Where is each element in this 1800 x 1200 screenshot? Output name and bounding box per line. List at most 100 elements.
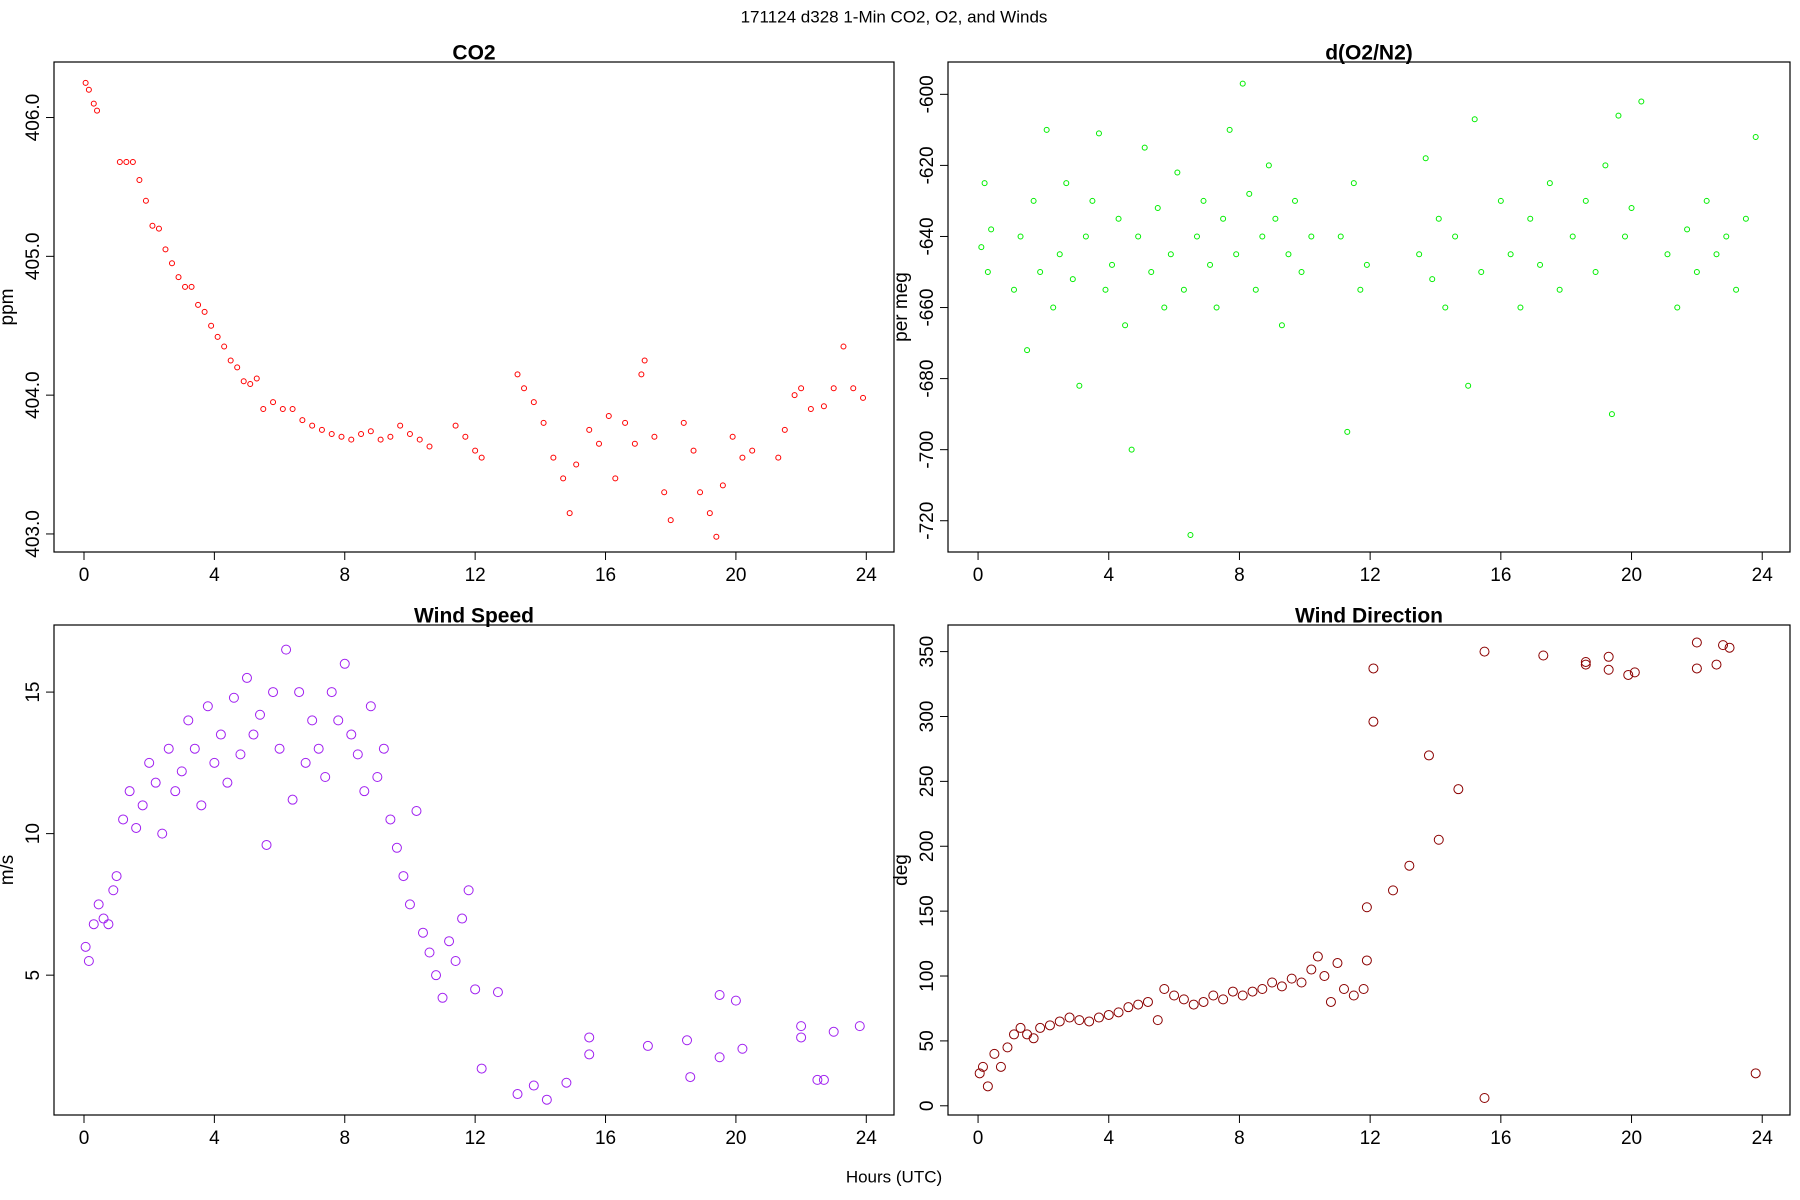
data-point — [1337, 233, 1344, 240]
data-point — [1339, 983, 1350, 994]
data-point — [150, 777, 161, 788]
data-point — [1664, 251, 1671, 258]
data-point — [584, 1032, 595, 1043]
data-point — [977, 1061, 988, 1072]
y-tick-label: 250 — [917, 766, 938, 798]
data-point — [1422, 155, 1429, 162]
data-point — [411, 805, 422, 816]
x-tick-label: 16 — [595, 565, 616, 586]
data-point — [1064, 1012, 1075, 1023]
data-point — [98, 913, 109, 924]
data-point — [1247, 986, 1258, 997]
data-point — [1050, 304, 1057, 311]
data-point — [129, 158, 136, 165]
y-tick-label: 350 — [917, 636, 938, 668]
data-point — [840, 343, 847, 350]
data-point — [1312, 951, 1323, 962]
data-point — [261, 839, 272, 850]
plot-frame — [53, 624, 895, 1116]
data-point — [452, 422, 459, 429]
data-point — [697, 489, 704, 496]
data-point — [1084, 1016, 1095, 1027]
panel: CO2 ppm 0 4 8 12 16 20 24 403.0 404.0 405.0 406.0 — [0, 42, 895, 586]
data-point — [560, 475, 567, 482]
data-point — [541, 1094, 552, 1105]
data-point — [108, 885, 119, 896]
x-tick-label: 20 — [1621, 1128, 1642, 1149]
panel: d(O2/N2) per meg 0 4 8 12 16 20 24 -720 -700 -680 -6… — [891, 42, 1791, 586]
data-point — [241, 672, 252, 683]
data-point — [328, 431, 335, 438]
data-point — [1416, 251, 1423, 258]
data-point — [406, 431, 413, 438]
data-point — [1556, 286, 1563, 293]
data-point — [137, 800, 148, 811]
y-tick-label: 50 — [917, 1030, 938, 1051]
data-point — [1278, 322, 1285, 329]
data-point — [215, 729, 226, 740]
x-tick-label: 0 — [79, 565, 90, 586]
data-point — [521, 385, 528, 392]
data-point — [667, 517, 674, 524]
data-point — [365, 701, 376, 712]
data-point — [1615, 112, 1622, 119]
data-point — [850, 385, 857, 392]
data-point — [1037, 269, 1044, 275]
data-point — [1711, 659, 1722, 670]
data-point — [1030, 197, 1037, 204]
data-point — [470, 984, 481, 995]
data-point — [155, 225, 162, 232]
data-point — [162, 246, 169, 253]
data-point — [1404, 860, 1415, 871]
data-point — [307, 715, 318, 726]
data-point — [1115, 215, 1122, 222]
data-point — [1095, 130, 1102, 137]
data-point — [528, 1080, 539, 1091]
data-point — [253, 375, 260, 382]
data-point — [338, 433, 345, 440]
plot-frame — [947, 624, 1791, 1116]
data-point — [1497, 197, 1504, 204]
data-point — [1291, 197, 1298, 204]
data-point — [431, 970, 442, 981]
data-point — [1674, 304, 1681, 311]
data-point — [820, 403, 827, 410]
data-point — [1517, 304, 1524, 311]
data-point — [1537, 261, 1544, 268]
data-point — [1435, 215, 1442, 222]
data-point — [94, 107, 101, 114]
y-tick-label: -600 — [917, 75, 938, 113]
data-point — [1011, 286, 1018, 293]
data-point — [988, 226, 995, 233]
x-tick-label: 16 — [1490, 1128, 1511, 1149]
data-point — [367, 428, 374, 435]
data-point — [1123, 1002, 1134, 1013]
data-point — [385, 814, 396, 825]
data-point — [299, 417, 306, 424]
y-tick-label: 200 — [917, 830, 938, 862]
data-point — [1142, 996, 1153, 1007]
data-point — [1069, 276, 1076, 283]
data-point — [227, 357, 234, 364]
data-point — [463, 885, 474, 896]
x-tick-label: 24 — [856, 1128, 878, 1149]
data-point — [247, 381, 254, 388]
x-tick-label: 12 — [1360, 1128, 1381, 1149]
data-point — [512, 1089, 523, 1100]
data-point — [83, 956, 94, 967]
data-point — [706, 510, 713, 517]
panel: Wind Direction deg 0 4 8 12 16 20 24 0 50 100 150 200… — [891, 605, 1791, 1149]
data-point — [1603, 664, 1614, 675]
x-tick-label: 8 — [1234, 1128, 1245, 1149]
data-point — [791, 392, 798, 399]
data-point — [1348, 990, 1359, 1001]
data-point — [1043, 126, 1050, 133]
data-point — [300, 757, 311, 768]
data-point — [1603, 651, 1614, 662]
data-point — [1582, 197, 1589, 204]
data-point — [561, 1077, 572, 1088]
data-point — [1054, 1016, 1065, 1027]
y-axis-label: m/s — [0, 855, 18, 886]
data-point — [309, 422, 316, 429]
data-point — [1128, 446, 1135, 453]
